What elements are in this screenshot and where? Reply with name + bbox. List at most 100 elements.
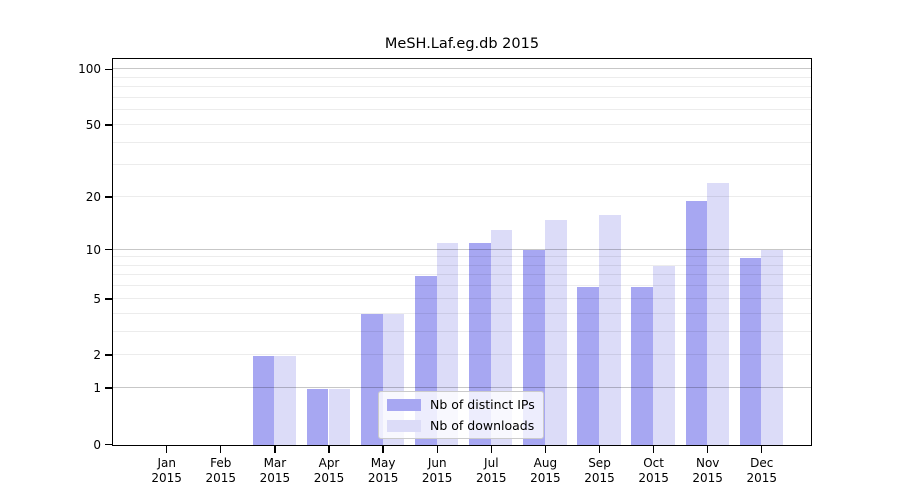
y-tick (105, 196, 112, 198)
x-tick-label: Jul 2015 (463, 456, 519, 486)
x-tick-label: Jun 2015 (409, 456, 465, 486)
gridline-minor (113, 141, 811, 143)
bar-downloads (274, 355, 297, 445)
bar-distinct-ips (360, 314, 383, 445)
gridline-major (113, 68, 811, 70)
gridline-minor (113, 96, 811, 98)
y-tick-label: 0 (93, 437, 101, 452)
chart-title: MeSH.Laf.eg.db 2015 (384, 36, 540, 52)
x-tick-label-month: Dec (750, 456, 774, 470)
x-tick-label-year: 2015 (367, 471, 399, 485)
bar-distinct-ips (739, 257, 762, 445)
x-tick-label-month: Apr (318, 456, 340, 470)
x-tick-label-month: May (370, 456, 396, 470)
bar-downloads (599, 214, 621, 445)
gridline-minor (113, 256, 811, 258)
x-tick-label-month: Oct (643, 456, 664, 470)
y-tick-label: 5 (93, 291, 101, 306)
gridline-minor (113, 264, 811, 266)
x-tick-label: Feb 2015 (193, 456, 249, 486)
y-tick-label: 2 (93, 348, 101, 363)
y-tick (105, 443, 112, 446)
gridline-minor (113, 330, 811, 332)
x-tick (598, 446, 601, 453)
x-tick-label-year: 2015 (151, 471, 182, 485)
gridline-minor (113, 274, 811, 276)
gridline-minor (113, 86, 811, 88)
x-tick-label: Oct 2015 (626, 456, 682, 486)
x-tick-label-year: 2015 (692, 471, 723, 485)
gridline-minor (113, 109, 811, 111)
gridline-minor (113, 312, 811, 314)
x-tick-label-month: Jul (484, 456, 499, 470)
x-tick-label: Mar 2015 (247, 456, 303, 486)
legend-swatch-distinct-ips (387, 398, 421, 411)
y-tick (105, 354, 112, 356)
bar-distinct-ips (577, 286, 599, 445)
bar-downloads (761, 250, 783, 445)
bar-downloads (653, 266, 675, 445)
x-tick-label-year: 2015 (584, 471, 615, 485)
gridline-minor (113, 164, 811, 166)
x-tick (220, 446, 222, 453)
gridline-major (113, 387, 811, 389)
y-tick-label: 10 (85, 242, 101, 257)
x-tick-label-month: Jan (157, 456, 176, 470)
x-tick-label: Dec 2015 (734, 456, 790, 486)
gridline-minor (113, 297, 811, 299)
legend: Nb of distinct IPs Nb of downloads (378, 391, 544, 439)
x-tick-label-month: Jun (427, 456, 447, 470)
x-tick-label-year: 2015 (476, 471, 507, 485)
x-tick (652, 446, 655, 453)
x-tick (490, 446, 492, 453)
bar-distinct-ips (685, 201, 708, 445)
gridline-minor (113, 195, 811, 197)
x-tick-label-month: Aug (533, 456, 558, 470)
x-tick-label: Sep 2015 (572, 456, 628, 486)
x-tick-label-year: 2015 (530, 471, 561, 485)
x-tick (382, 446, 384, 453)
bar-distinct-ips (631, 286, 654, 445)
x-tick-label-year: 2015 (205, 471, 237, 485)
x-tick-label-year: 2015 (638, 471, 669, 485)
y-tick-label: 1 (93, 381, 101, 396)
gridline-major (113, 248, 811, 250)
legend-item-downloads: Nb of downloads (387, 417, 535, 434)
x-tick-label-month: Sep (588, 456, 611, 470)
x-tick-label-month: Nov (695, 456, 720, 470)
y-tick-label: 100 (78, 62, 101, 77)
legend-label-downloads: Nb of downloads (430, 418, 535, 433)
gridline-minor (113, 76, 811, 78)
y-tick-label: 50 (85, 117, 101, 132)
bar-distinct-ips (306, 388, 329, 445)
x-tick-label: Nov 2015 (680, 456, 736, 486)
x-tick (544, 446, 547, 453)
x-tick-label-year: 2015 (746, 471, 778, 485)
legend-label-distinct-ips: Nb of distinct IPs (430, 397, 535, 412)
x-tick (761, 446, 763, 453)
x-tick-label: Aug 2015 (517, 456, 573, 486)
gridline-minor (113, 123, 811, 125)
x-tick-label: Apr 2015 (301, 456, 357, 486)
y-tick (105, 387, 112, 389)
x-tick (166, 446, 168, 453)
x-tick-label-year: 2015 (313, 471, 345, 485)
y-tick (105, 124, 112, 126)
bar-downloads (707, 183, 729, 445)
bar-downloads (544, 219, 567, 445)
gridline-minor (113, 354, 811, 356)
x-tick (707, 446, 709, 453)
legend-item-distinct-ips: Nb of distinct IPs (387, 396, 535, 413)
x-tick (328, 446, 330, 453)
bar-distinct-ips (252, 355, 275, 445)
x-tick-label-month: Mar (263, 456, 287, 470)
legend-swatch-downloads (387, 419, 421, 432)
x-tick (436, 446, 438, 453)
x-tick (274, 446, 276, 453)
plot-area: Nb of distinct IPs Nb of downloads (112, 58, 812, 446)
y-tick-label: 20 (85, 189, 101, 204)
y-tick (105, 248, 112, 251)
x-tick-label: Jan 2015 (139, 456, 195, 486)
x-tick-label-year: 2015 (259, 471, 291, 485)
